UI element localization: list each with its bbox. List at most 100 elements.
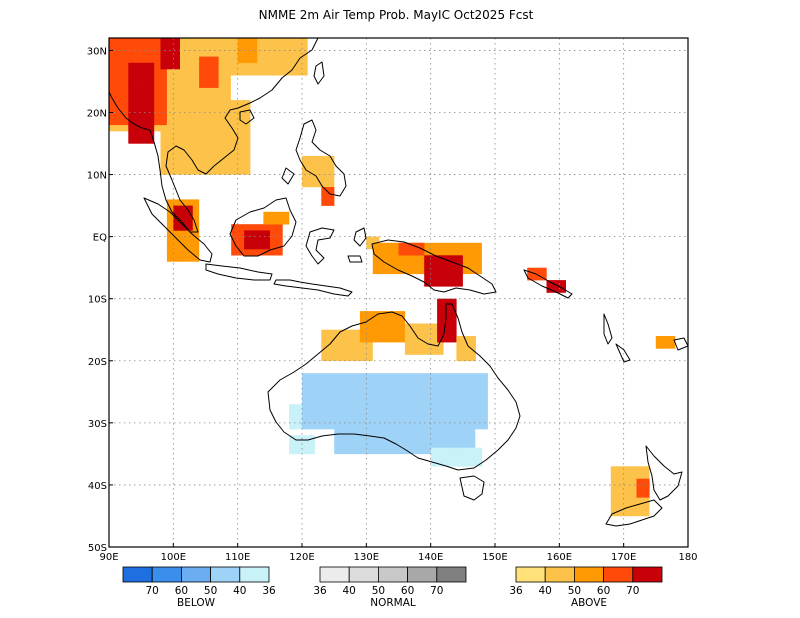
below-cell — [462, 373, 469, 380]
above-cell — [166, 199, 174, 206]
above-cell — [398, 323, 405, 330]
below-cell — [302, 385, 309, 393]
above-cell — [668, 336, 676, 343]
above-cell — [366, 342, 373, 349]
above-cell — [211, 93, 219, 101]
below-cell — [398, 398, 405, 405]
below-cell — [347, 441, 354, 448]
below-cell — [366, 416, 373, 424]
australia-coastline — [267, 303, 521, 471]
below-cell — [372, 429, 380, 436]
above-cell — [308, 180, 316, 188]
above-cell — [540, 267, 547, 275]
above-cell — [424, 255, 431, 262]
above-cell — [636, 509, 644, 517]
below-cell — [314, 416, 322, 424]
below-cell — [449, 453, 457, 461]
above-cell — [230, 118, 238, 126]
above-cell — [179, 230, 187, 237]
below-cell — [308, 410, 316, 417]
above-cell — [281, 38, 289, 45]
above-cell — [437, 280, 444, 287]
lat-tick-label: 30S — [88, 419, 107, 430]
above-cell — [424, 342, 431, 349]
below-cell — [417, 422, 425, 430]
above-cell — [173, 50, 180, 57]
below-legend-swatch — [122, 566, 153, 583]
above-cell — [275, 44, 283, 51]
above-cell — [192, 131, 200, 138]
above-cell — [237, 230, 245, 237]
above-cell — [630, 472, 637, 479]
below-cell — [353, 379, 360, 386]
above-cell — [424, 267, 431, 275]
above-cell — [147, 106, 155, 113]
above-cell — [288, 56, 295, 64]
below-cell — [321, 373, 328, 380]
above-cell — [430, 249, 438, 256]
below-cell — [436, 441, 444, 448]
above-cell — [237, 168, 244, 175]
below-cell — [391, 398, 399, 405]
above-cell — [392, 255, 399, 262]
below-cell — [334, 379, 341, 386]
above-cell — [179, 100, 187, 107]
above-cell — [134, 56, 142, 64]
above-cell — [424, 335, 431, 343]
above-cell — [205, 69, 213, 76]
above-cell — [237, 137, 244, 144]
above-cell — [275, 69, 283, 76]
below-cell — [346, 410, 354, 417]
above-cell — [321, 335, 328, 343]
above-cell — [262, 38, 270, 45]
above-cell — [302, 155, 309, 163]
lat-tick-label: 40S — [88, 481, 107, 492]
above-cell — [237, 100, 244, 107]
below-cell — [340, 422, 348, 430]
above-cell — [185, 87, 193, 95]
above-cell — [192, 106, 200, 113]
new-guinea-coastline — [371, 239, 497, 295]
above-cell — [398, 249, 406, 256]
above-cell — [166, 249, 174, 256]
above-cell — [185, 75, 193, 82]
below-cell — [411, 441, 418, 448]
above-cell — [198, 118, 206, 126]
above-cell — [224, 162, 232, 169]
above-cell — [269, 50, 276, 57]
above-cell — [282, 218, 290, 225]
above-cell — [179, 236, 187, 244]
above-cell — [224, 131, 232, 138]
above-cell — [449, 280, 457, 287]
below-cell — [481, 422, 488, 430]
below-cell — [340, 416, 348, 424]
above-cell — [281, 50, 289, 57]
below-cell — [295, 422, 303, 430]
above-cell — [243, 62, 251, 70]
above-cell — [244, 230, 251, 237]
above-cell — [192, 87, 199, 95]
above-cell — [237, 69, 244, 76]
above-cell — [314, 162, 322, 169]
above-cell — [121, 112, 129, 119]
above-cell — [379, 329, 386, 337]
above-cell — [147, 118, 155, 126]
above-cell — [269, 56, 276, 64]
above-cell — [617, 497, 624, 504]
above-cell — [218, 155, 225, 163]
below-cell — [353, 404, 360, 411]
above-cell — [379, 242, 386, 250]
above-cell — [211, 131, 219, 138]
below-cell — [289, 447, 296, 455]
above-cell — [141, 106, 148, 113]
above-cell — [230, 155, 238, 163]
above-cell — [160, 38, 168, 45]
below-cell — [481, 379, 488, 386]
above-cell — [205, 81, 213, 88]
above-cell — [623, 491, 631, 498]
above-cell — [372, 261, 380, 268]
below-cell — [437, 460, 444, 467]
above-cell — [166, 155, 174, 163]
below-cell — [430, 460, 438, 467]
below-cell — [379, 435, 386, 442]
